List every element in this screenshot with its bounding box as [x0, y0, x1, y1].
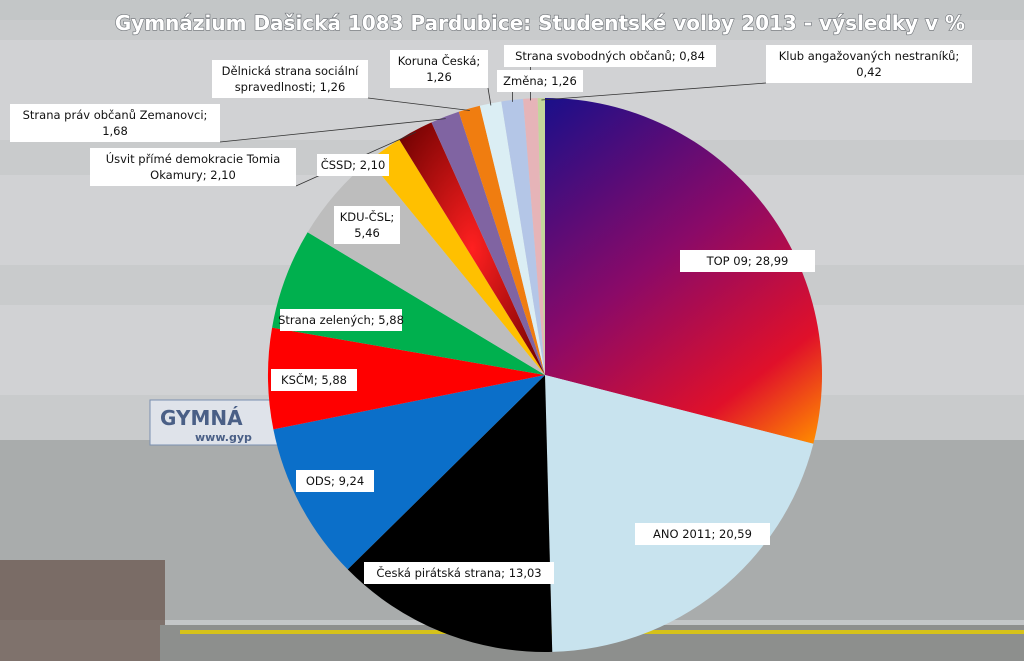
pie-slice [399, 122, 545, 375]
pie-slice [479, 101, 545, 375]
slice-label: Změna; 1,26 [503, 74, 577, 88]
slice-label: Strana práv občanů Zemanovci; 1,68 [23, 108, 208, 138]
slice-label-box [766, 45, 972, 83]
slice-label: ODS; 9,24 [306, 474, 364, 488]
pie-slice [273, 375, 545, 570]
leader-lines [219, 67, 767, 187]
slice-label-box [390, 50, 488, 88]
slice-label-box [680, 250, 815, 272]
slice-label: ANO 2011; 20,59 [653, 527, 752, 541]
slice-label: KSČM; 5,88 [281, 372, 347, 387]
slice-label-box [334, 206, 400, 244]
slice-label: ČSSD; 2,10 [321, 157, 386, 172]
slice-label-box [504, 45, 716, 67]
slice-label-box [317, 154, 389, 176]
slice-label: Klub angažovaných nestraníků; 0,42 [779, 49, 960, 79]
slice-label: Strana svobodných občanů; 0,84 [515, 49, 705, 63]
slice-label-box [497, 70, 583, 92]
leader-line [219, 118, 446, 143]
pie-slice [431, 111, 545, 375]
slice-label: Úsvit přímé demokracie Tomia Okamury; 2,1… [106, 151, 281, 182]
slice-label-box [212, 60, 368, 98]
svg-text:www.gyp: www.gyp [195, 431, 252, 444]
pie-slice [268, 327, 545, 430]
slice-label-box [271, 369, 357, 391]
slice-label-box [10, 104, 220, 142]
slice-label: Česká pirátská strana; 13,03 [376, 565, 541, 580]
svg-text:GYMNÁ: GYMNÁ [160, 406, 243, 430]
slice-label: Koruna Česká; 1,26 [398, 53, 481, 84]
leader-line [487, 87, 492, 106]
slice-label: Dělnická strana sociální spravedlnosti; 1… [222, 64, 359, 94]
chart-title: Gymnázium Dašická 1083 Pardubice: Studen… [115, 11, 965, 35]
slice-label-box [280, 309, 402, 331]
pie-slice [369, 139, 545, 375]
pie-slice [545, 375, 814, 652]
pie-slice [458, 105, 545, 375]
slice-label-box [364, 562, 554, 584]
slice-label-box [90, 148, 296, 186]
slice-label: KDU-ČSL; 5,46 [340, 209, 395, 240]
slice-label: TOP 09; 28,99 [706, 254, 789, 268]
pie-slice [523, 98, 545, 375]
slice-label-box [635, 523, 770, 545]
leader-line [367, 97, 470, 111]
pie-slice [272, 232, 545, 375]
slice-labels: TOP 09; 28,99 ANO 2011; 20,59 Česká piráts… [10, 45, 972, 584]
leader-line [541, 82, 767, 101]
slice-label-box [296, 470, 374, 492]
slice-label: Strana zelených; 5,88 [278, 313, 404, 327]
pie-slice [537, 98, 545, 375]
pie-slice [501, 98, 545, 376]
